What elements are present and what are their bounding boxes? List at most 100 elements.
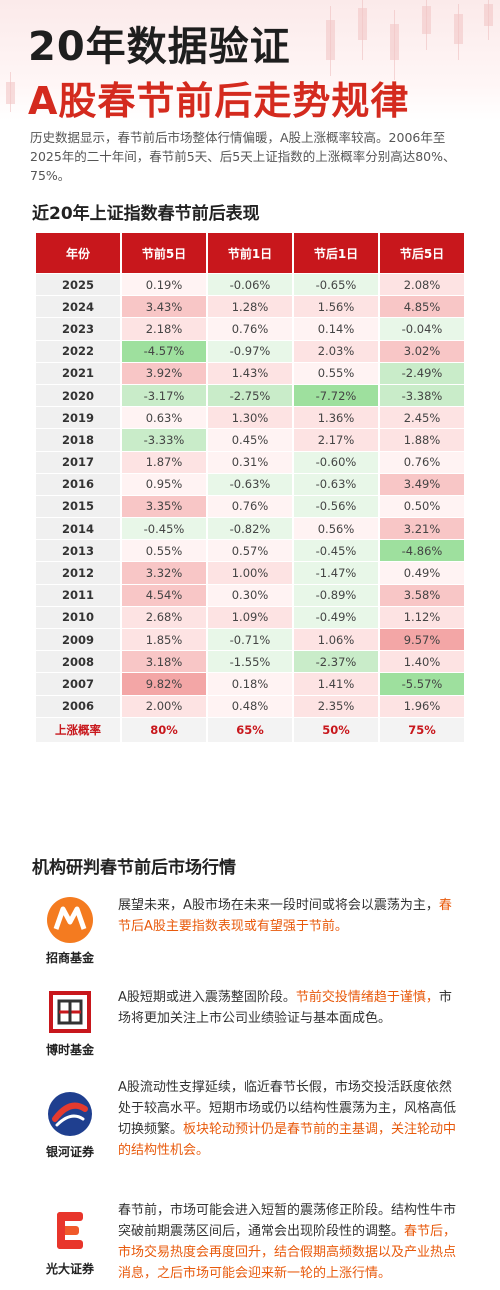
value-cell: -3.38% bbox=[380, 384, 464, 407]
intro-paragraph: 历史数据显示，春节前后市场整体行情偏暖，A股上涨概率较高。2006年至2025年… bbox=[30, 130, 456, 183]
text-highlight: 春节后A股主要指数表现或有望强于节前。 bbox=[118, 898, 452, 934]
value-cell: 3.02% bbox=[380, 340, 464, 362]
text-tail: 市场将更加关注上市公司业绩验证与基本面成色。 bbox=[118, 990, 452, 1026]
value-cell: -0.97% bbox=[208, 340, 292, 362]
table-row: 2011 4.54% 0.30% -0.89% 3.58% bbox=[36, 584, 464, 606]
logo-zhaoshang: 招商基金 bbox=[38, 895, 102, 966]
institution-text: 春节前，市场可能会进入短暂的震荡修正阶段。结构性牛市突破前期震荡区间后，通常会出… bbox=[118, 1200, 463, 1284]
value-cell: 9.82% bbox=[122, 673, 206, 695]
header-year: 年份 bbox=[36, 233, 120, 273]
value-cell: 1.06% bbox=[294, 629, 378, 651]
value-cell: 3.18% bbox=[122, 651, 206, 673]
year-cell: 2017 bbox=[36, 451, 120, 473]
rate-value: 65% bbox=[208, 717, 292, 742]
header-pre5: 节前5日 bbox=[122, 233, 206, 273]
value-cell: 0.14% bbox=[294, 318, 378, 340]
table-row: 2024 3.43% 1.28% 1.56% 4.85% bbox=[36, 296, 464, 318]
year-cell: 2022 bbox=[36, 340, 120, 362]
value-cell: 0.50% bbox=[380, 495, 464, 518]
value-cell: -0.60% bbox=[294, 451, 378, 473]
value-cell: 1.87% bbox=[122, 451, 206, 473]
value-cell: 2.18% bbox=[122, 318, 206, 340]
year-cell: 2008 bbox=[36, 651, 120, 673]
table-row: 2023 2.18% 0.76% 0.14% -0.04% bbox=[36, 318, 464, 340]
value-cell: 3.43% bbox=[122, 296, 206, 318]
value-cell: 1.41% bbox=[294, 673, 378, 695]
value-cell: 2.45% bbox=[380, 407, 464, 429]
value-cell: 2.08% bbox=[380, 274, 464, 296]
value-cell: 4.85% bbox=[380, 296, 464, 318]
value-cell: 0.76% bbox=[208, 495, 292, 518]
value-cell: -0.45% bbox=[294, 540, 378, 562]
header-pre1: 节前1日 bbox=[208, 233, 292, 273]
logo-yinhe: 银河证券 bbox=[38, 1089, 102, 1160]
text-plain: A股短期或进入震荡整固阶段。 bbox=[118, 990, 296, 1005]
value-cell: 3.49% bbox=[380, 473, 464, 495]
table-row: 2010 2.68% 1.09% -0.49% 1.12% bbox=[36, 606, 464, 628]
institution-name: 博时基金 bbox=[45, 1043, 94, 1057]
value-cell: 0.19% bbox=[122, 274, 206, 296]
value-cell: -0.82% bbox=[208, 518, 292, 540]
institution-text: A股短期或进入震荡整固阶段。节前交投情绪趋于谨慎，市场将更加关注上市公司业绩验证… bbox=[118, 987, 463, 1029]
boshi-logo-icon bbox=[45, 987, 95, 1037]
year-cell: 2019 bbox=[36, 407, 120, 429]
table-row: 2007 9.82% 0.18% 1.41% -5.57% bbox=[36, 673, 464, 695]
value-cell: 9.57% bbox=[380, 629, 464, 651]
value-cell: 0.56% bbox=[294, 518, 378, 540]
value-cell: 4.54% bbox=[122, 584, 206, 606]
table-row: 2016 0.95% -0.63% -0.63% 3.49% bbox=[36, 473, 464, 495]
year-cell: 2023 bbox=[36, 318, 120, 340]
value-cell: -4.57% bbox=[122, 340, 206, 362]
institution-text: A股流动性支撑延续，临近春节长假，市场交投活跃度依然处于较高水平。短期市场或仍以… bbox=[118, 1077, 463, 1161]
value-cell: 2.17% bbox=[294, 429, 378, 451]
value-cell: 0.95% bbox=[122, 473, 206, 495]
value-cell: -0.49% bbox=[294, 606, 378, 628]
value-cell: 3.32% bbox=[122, 562, 206, 584]
table-row: 2021 3.92% 1.43% 0.55% -2.49% bbox=[36, 362, 464, 384]
year-cell: 2024 bbox=[36, 296, 120, 318]
value-cell: 2.35% bbox=[294, 695, 378, 717]
text-plain: A股流动性支撑延续，临近春节长假，市场交投活跃度依然处于较高水平。短期市场或仍以… bbox=[118, 1080, 457, 1137]
table-row: 2012 3.32% 1.00% -1.47% 0.49% bbox=[36, 562, 464, 584]
rate-value: 75% bbox=[380, 717, 464, 742]
value-cell: 1.40% bbox=[380, 651, 464, 673]
guangda-logo-icon bbox=[45, 1206, 95, 1256]
institution-name: 光大证券 bbox=[45, 1262, 94, 1276]
zhaoshang-logo-icon bbox=[45, 895, 95, 945]
value-cell: 1.85% bbox=[122, 629, 206, 651]
value-cell: 1.56% bbox=[294, 296, 378, 318]
header-post1: 节后1日 bbox=[294, 233, 378, 273]
value-cell: -0.89% bbox=[294, 584, 378, 606]
value-cell: -3.17% bbox=[122, 384, 206, 407]
value-cell: 0.76% bbox=[208, 318, 292, 340]
value-cell: -4.86% bbox=[380, 540, 464, 562]
rise-probability-row: 上涨概率 80% 65% 50% 75% bbox=[36, 717, 464, 742]
value-cell: -1.47% bbox=[294, 562, 378, 584]
value-cell: 0.57% bbox=[208, 540, 292, 562]
institution-name: 招商基金 bbox=[45, 951, 94, 965]
year-cell: 2011 bbox=[36, 584, 120, 606]
value-cell: 0.63% bbox=[122, 407, 206, 429]
rate-label: 上涨概率 bbox=[36, 717, 120, 742]
year-cell: 2007 bbox=[36, 673, 120, 695]
value-cell: 0.18% bbox=[208, 673, 292, 695]
year-cell: 2006 bbox=[36, 695, 120, 717]
page-title-line2: A股春节前后走势规律 bbox=[28, 79, 410, 120]
table-row: 2017 1.87% 0.31% -0.60% 0.76% bbox=[36, 451, 464, 473]
text-highlight: 板块轮动预计仍是春节前的主基调，关注轮动中的结构性机会。 bbox=[118, 1122, 457, 1158]
value-cell: -2.37% bbox=[294, 651, 378, 673]
value-cell: -0.06% bbox=[208, 274, 292, 296]
institution-text: 展望未来，A股市场在未来一段时间或将会以震荡为主，春节后A股主要指数表现或有望强… bbox=[118, 895, 463, 937]
table-row: 2015 3.35% 0.76% -0.56% 0.50% bbox=[36, 495, 464, 518]
year-cell: 2013 bbox=[36, 540, 120, 562]
value-cell: 0.55% bbox=[122, 540, 206, 562]
text-highlight: 节前交投情绪趋于谨慎， bbox=[295, 990, 439, 1005]
value-cell: 1.88% bbox=[380, 429, 464, 451]
value-cell: 1.12% bbox=[380, 606, 464, 628]
table-row: 2009 1.85% -0.71% 1.06% 9.57% bbox=[36, 629, 464, 651]
value-cell: -1.55% bbox=[208, 651, 292, 673]
year-cell: 2020 bbox=[36, 384, 120, 407]
value-cell: 1.43% bbox=[208, 362, 292, 384]
table-row: 2018 -3.33% 0.45% 2.17% 1.88% bbox=[36, 429, 464, 451]
value-cell: 0.55% bbox=[294, 362, 378, 384]
